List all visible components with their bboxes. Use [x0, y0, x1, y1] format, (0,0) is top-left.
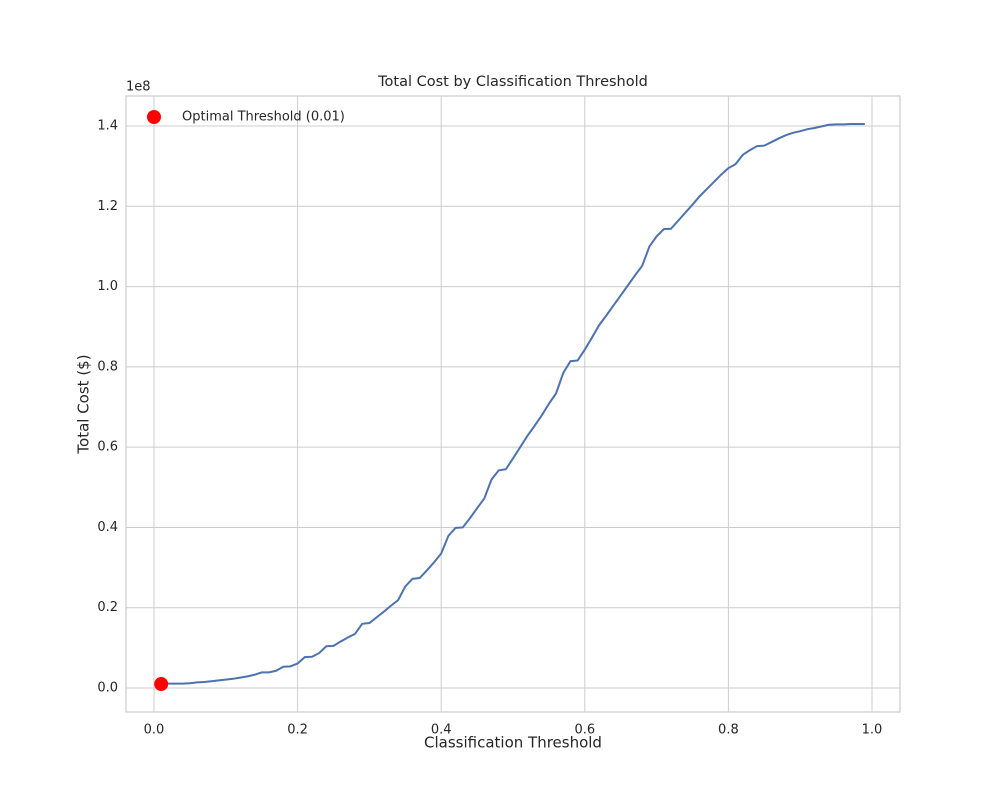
- y-offset-label: 1e8: [126, 80, 151, 95]
- line-series: [161, 122, 865, 686]
- y-tick-label: 0.0: [97, 681, 118, 696]
- y-tick-label: 1.4: [97, 118, 118, 133]
- x-tick-label: 1.0: [862, 723, 883, 738]
- y-tick-label: 1.0: [97, 279, 118, 294]
- y-tick-label: 1.2: [97, 199, 118, 214]
- y-tick-label: 0.2: [97, 600, 118, 615]
- legend-marker: [147, 110, 161, 124]
- x-tick-label: 0.0: [144, 723, 165, 738]
- y-tick-label: 0.6: [97, 440, 118, 455]
- x-tick-label: 0.6: [574, 723, 595, 738]
- x-tick-label: 0.8: [718, 723, 739, 738]
- plot-frame: [125, 95, 901, 713]
- x-tick-label: 0.2: [287, 723, 308, 738]
- y-axis-label: Total Cost ($): [75, 354, 93, 454]
- x-tick-label: 0.4: [431, 723, 452, 738]
- y-tick-label: 0.4: [97, 520, 118, 535]
- optimal-point: [154, 677, 169, 692]
- x-axis-label: Classification Threshold: [424, 734, 602, 752]
- chart-title: Total Cost by Classification Threshold: [377, 74, 648, 90]
- legend-label: Optimal Threshold (0.01): [182, 110, 345, 125]
- y-tick-label: 0.8: [97, 359, 118, 374]
